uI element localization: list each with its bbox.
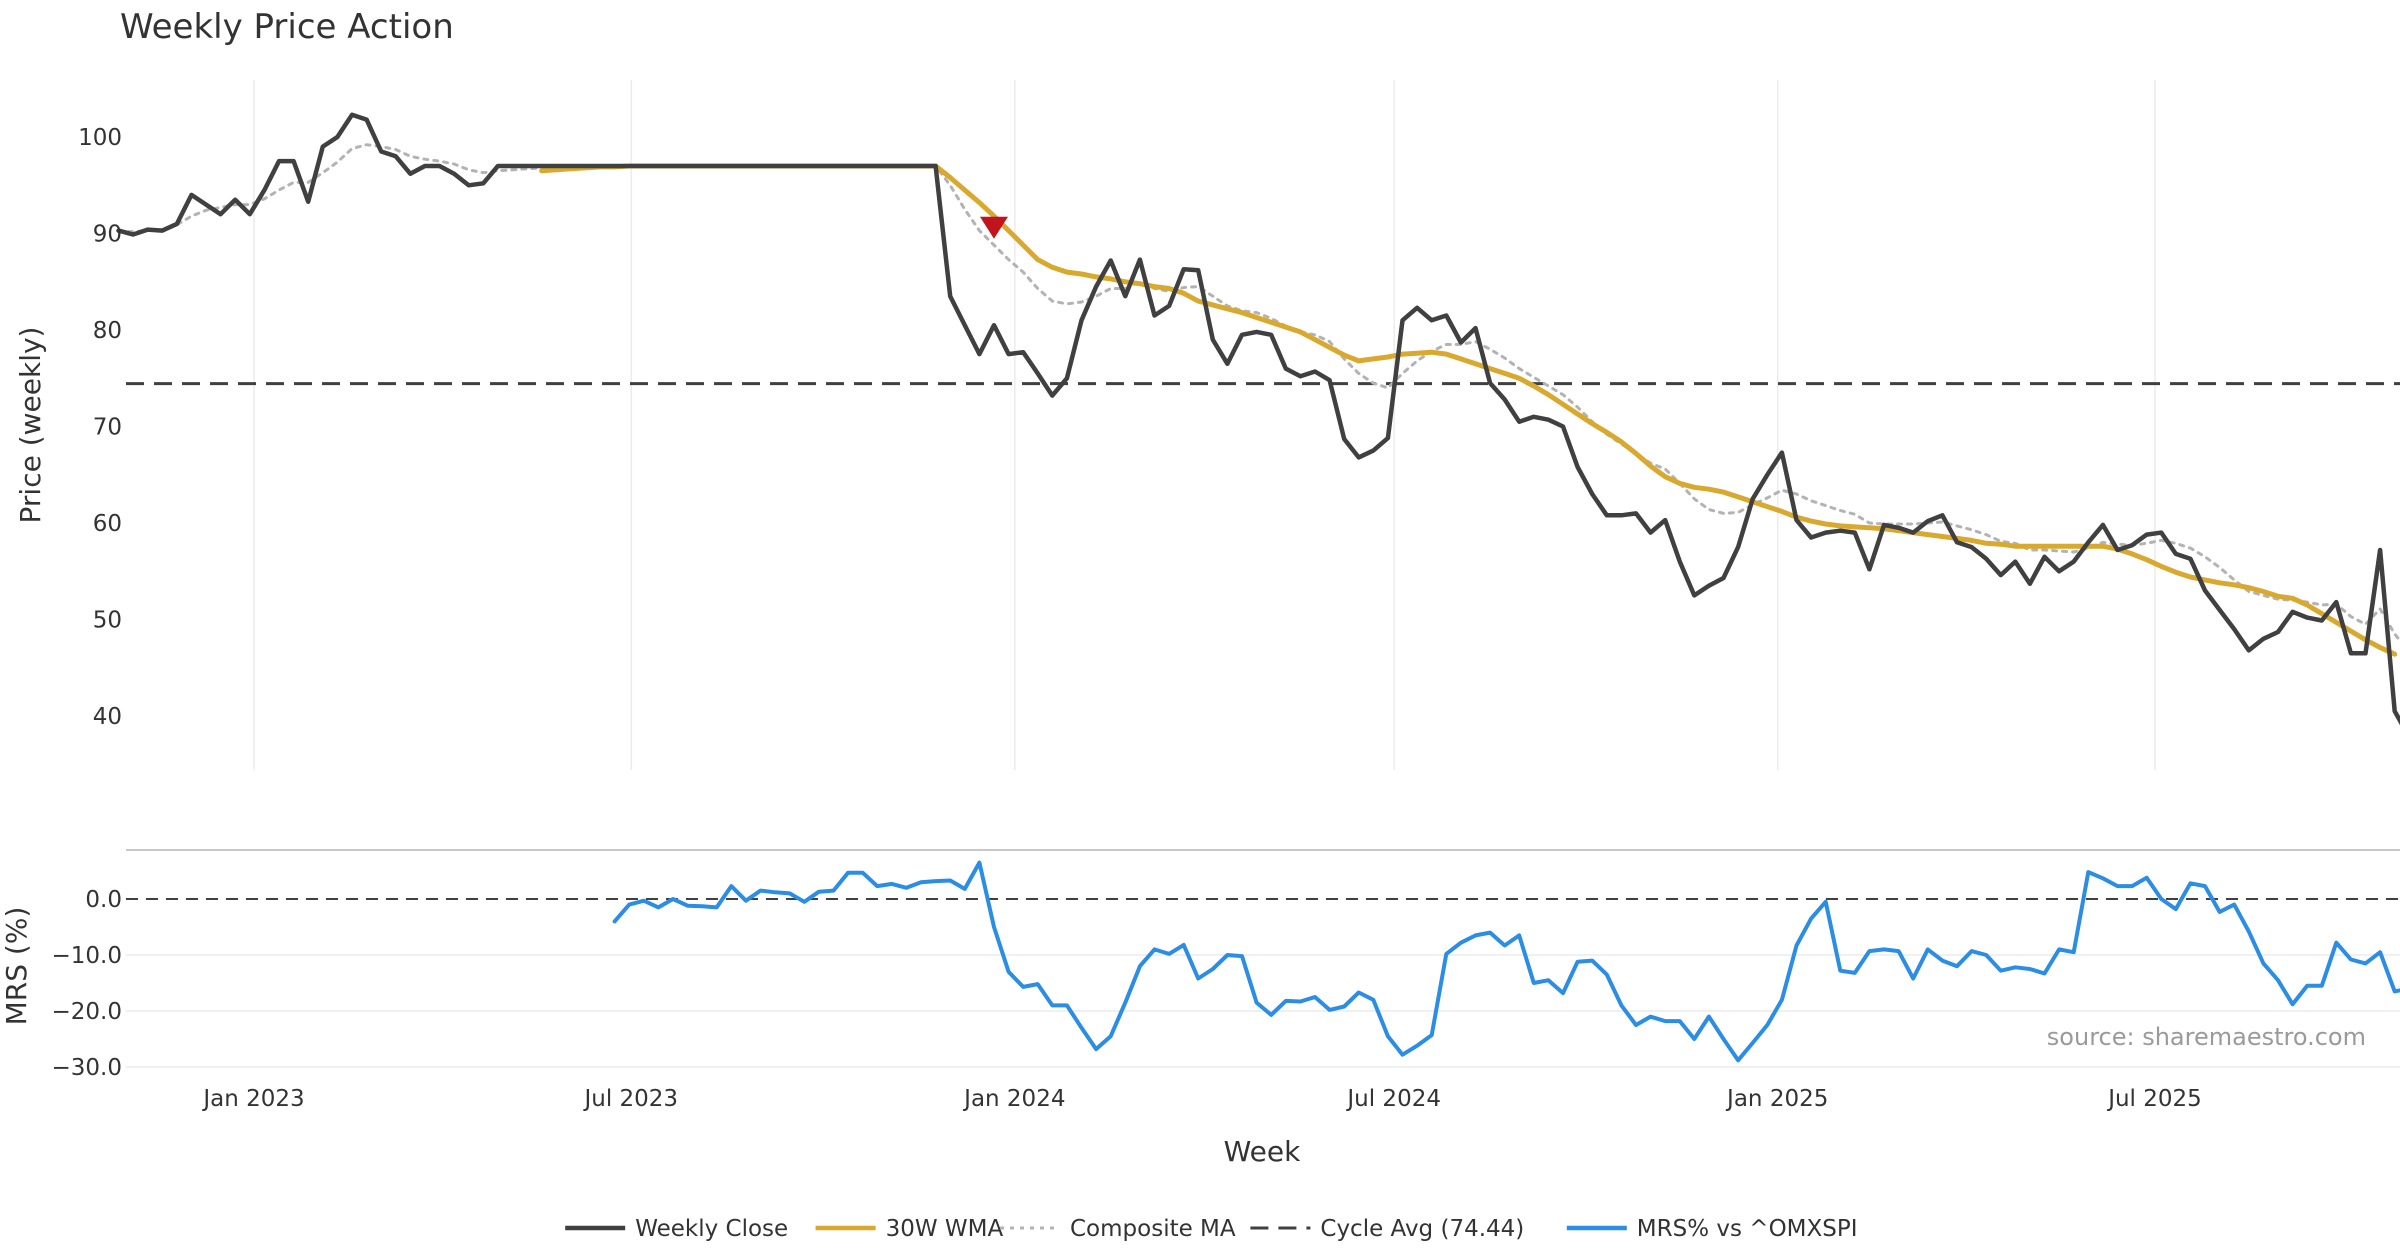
- mrs-line: [612, 860, 2400, 1063]
- x-tick-label: Jan 2025: [1725, 1086, 1828, 1112]
- legend-label: Weekly Close: [635, 1216, 788, 1242]
- x-tick-label: Jan 2023: [201, 1086, 304, 1112]
- legend-label: Cycle Avg (74.44): [1320, 1216, 1524, 1242]
- price-y-tick-label: 60: [93, 511, 122, 537]
- price-y-tick-label: 70: [93, 415, 122, 441]
- sell-signal-marker: [979, 216, 1008, 239]
- mrs-y-tick-label: −30.0: [52, 1055, 122, 1081]
- source-annotation: source: sharemaestro.com: [2047, 1023, 2366, 1051]
- legend-item: Cycle Avg (74.44): [1250, 1216, 1524, 1242]
- mrs-y-axis-title: MRS (%): [0, 907, 33, 1026]
- legend-item: Composite MA: [1000, 1216, 1236, 1242]
- price-y-tick-label: 90: [93, 222, 122, 248]
- price-y-tick-label: 50: [93, 608, 122, 634]
- x-axis-title: Week: [1224, 1135, 1301, 1168]
- reference-lines-layer: [126, 382, 2400, 900]
- weekly-close-line: [116, 112, 2400, 726]
- price-y-tick-label: 100: [78, 125, 122, 151]
- x-tick-label: Jul 2023: [582, 1086, 678, 1112]
- legend-item: Weekly Close: [565, 1216, 788, 1242]
- markers-layer: [979, 216, 1008, 239]
- legend: Weekly Close 30W WMA Composite MA Cycle Avg…: [565, 1216, 1858, 1242]
- x-tick-label: Jul 2024: [1345, 1086, 1441, 1112]
- mrs-y-tick-label: −10.0: [52, 943, 122, 969]
- legend-item: 30W WMA: [815, 1216, 1004, 1242]
- series-layer: [116, 112, 2400, 1063]
- mrs-y-tick-label: 0.0: [85, 887, 122, 913]
- text-layer: Weekly Price Action Price (weekly) MRS (…: [0, 7, 2366, 1168]
- grid-layer: [126, 80, 2400, 1068]
- price-y-axis-title: Price (weekly): [14, 327, 47, 524]
- x-tick-label: Jul 2025: [2106, 1086, 2202, 1112]
- legend-label: MRS% vs ^OMXSPI: [1637, 1216, 1858, 1242]
- wma-30w-line: [539, 163, 2398, 657]
- legend-item: MRS% vs ^OMXSPI: [1566, 1216, 1858, 1242]
- price-y-tick-label: 80: [93, 318, 122, 344]
- legend-label: Composite MA: [1070, 1216, 1236, 1242]
- composite-ma-line: [117, 143, 2400, 644]
- legend-label: 30W WMA: [886, 1216, 1004, 1242]
- price-y-tick-label: 40: [93, 704, 122, 730]
- x-tick-label: Jan 2024: [962, 1086, 1065, 1112]
- mrs-y-tick-label: −20.0: [52, 999, 122, 1025]
- chart-title: Weekly Price Action: [120, 7, 454, 47]
